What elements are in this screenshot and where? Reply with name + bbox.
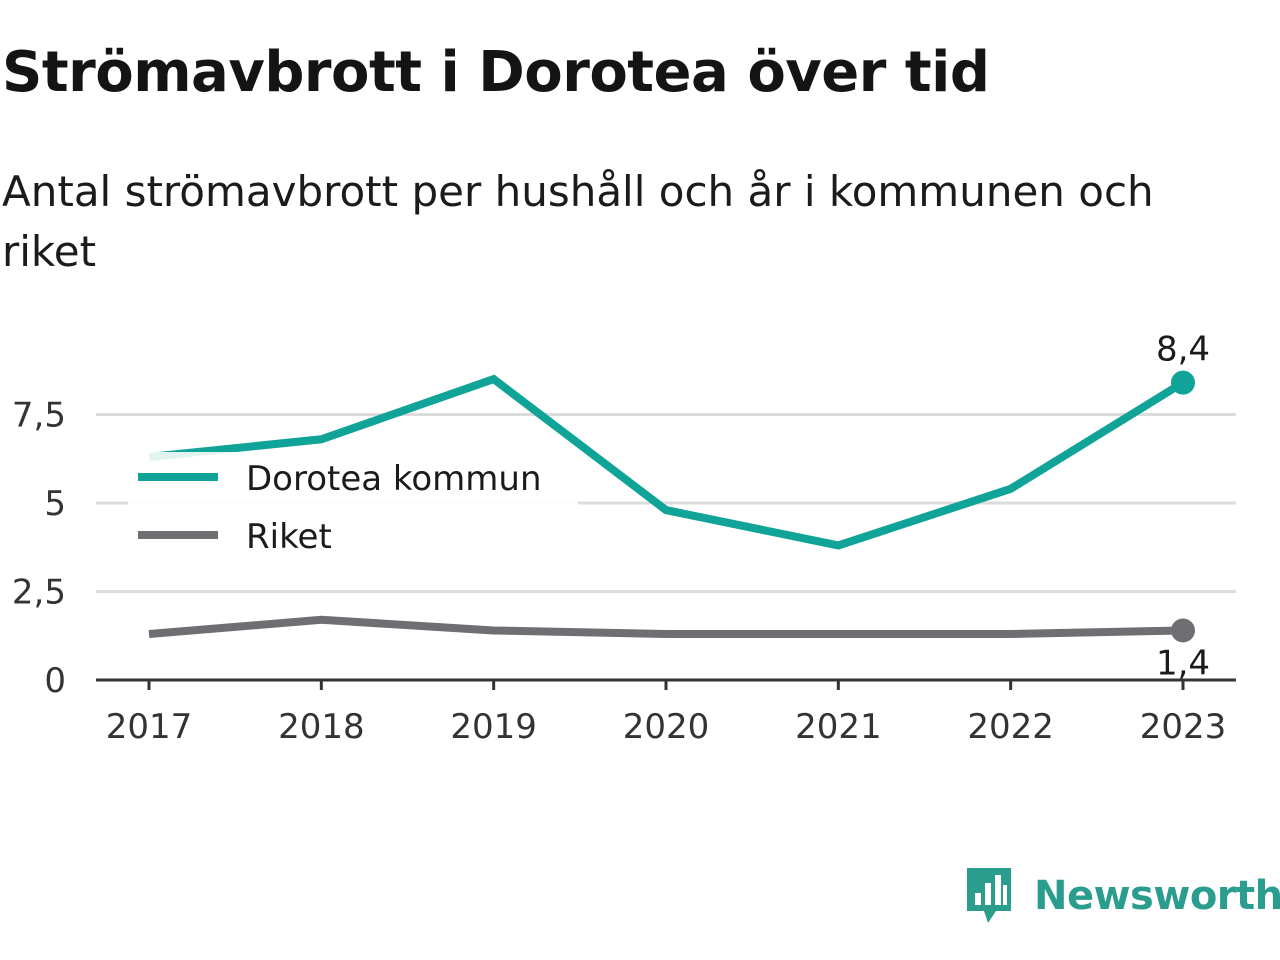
x-tick-label: 2017 <box>106 707 193 747</box>
chart-title: Strömavbrott i Dorotea över tid <box>2 40 990 105</box>
x-tick-label: 2019 <box>450 707 537 747</box>
x-axis: 2017 2018 2019 2020 2021 2022 2023 <box>96 678 1236 747</box>
end-label-dorotea: 8,4 <box>1156 330 1210 370</box>
x-tick-label: 2023 <box>1140 707 1227 747</box>
chart-subtitle: Antal strömavbrott per hushåll och år i … <box>2 167 1154 276</box>
end-label-riket: 1,4 <box>1156 643 1210 683</box>
end-point-dorotea <box>1171 370 1195 395</box>
series-line-dorotea <box>148 374 1186 550</box>
y-tick-label: 0 <box>44 661 66 701</box>
legend-label-riket: Riket <box>246 517 332 557</box>
legend: Dorotea kommun Riket <box>128 452 578 564</box>
x-tick-label: 2022 <box>967 707 1054 747</box>
y-tick-label: 5 <box>44 484 66 524</box>
x-tick-label: 2020 <box>623 707 710 747</box>
x-tick-label: 2021 <box>795 707 882 747</box>
y-tick-label: 7,5 <box>12 396 66 436</box>
series-lines <box>148 370 1195 643</box>
end-point-riket <box>1171 618 1195 643</box>
legend-label-dorotea: Dorotea kommun <box>246 459 542 499</box>
brand-name: Newsworthy <box>1034 873 1280 919</box>
newsworthy-logo: Newsworthy <box>964 864 1280 928</box>
x-tick-label: 2018 <box>278 707 365 747</box>
series-line-riket <box>148 615 1184 638</box>
legend-background <box>128 452 578 564</box>
newsworthy-chart-icon <box>967 868 1011 923</box>
y-axis: 0 2,5 5 7,5 <box>12 396 66 702</box>
y-tick-label: 2,5 <box>12 573 66 613</box>
value-labels: 8,4 1,4 <box>1156 330 1210 684</box>
